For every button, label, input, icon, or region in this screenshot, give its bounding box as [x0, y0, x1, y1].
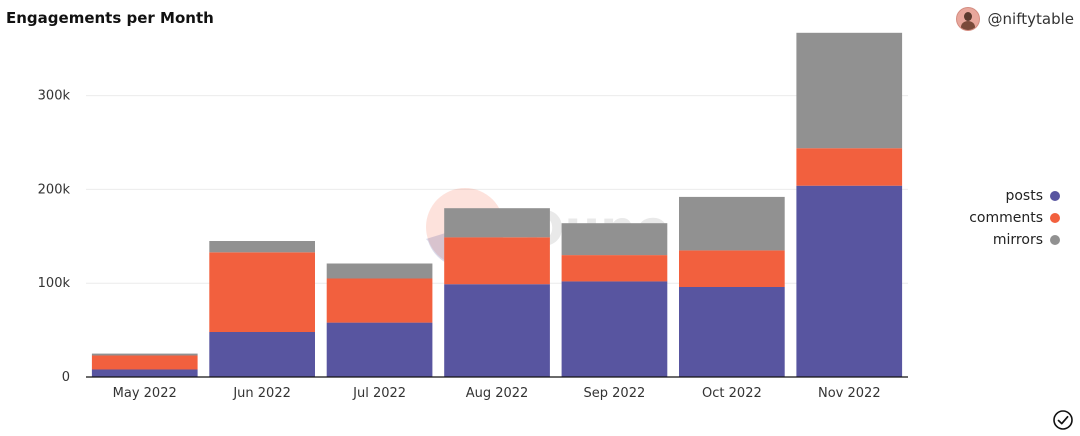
- y-tick-label: 200k: [38, 182, 71, 197]
- bar-mirrors[interactable]: [796, 32, 903, 149]
- check-circle-icon[interactable]: [1052, 409, 1074, 431]
- x-tick-label: Nov 2022: [818, 386, 881, 401]
- bar-posts[interactable]: [91, 369, 198, 378]
- chart-title: Engagements per Month: [6, 9, 214, 27]
- chart-legend: posts comments mirrors: [969, 185, 1060, 251]
- legend-item-mirrors[interactable]: mirrors: [969, 229, 1060, 251]
- bar-posts[interactable]: [796, 185, 903, 377]
- bar-mirrors[interactable]: [561, 223, 668, 256]
- legend-label-mirrors: mirrors: [992, 232, 1043, 248]
- bar-comments[interactable]: [444, 237, 550, 285]
- bar-mirrors[interactable]: [444, 208, 550, 238]
- bar-comments[interactable]: [561, 255, 668, 282]
- x-tick-label: May 2022: [113, 386, 177, 401]
- bar-comments[interactable]: [796, 148, 903, 186]
- bar-posts[interactable]: [326, 322, 433, 377]
- author-badge[interactable]: @niftytable: [955, 7, 1074, 31]
- bar-comments[interactable]: [326, 278, 433, 323]
- bar-posts[interactable]: [209, 332, 315, 377]
- x-tick-label: Jul 2022: [352, 386, 406, 401]
- x-tick-label: Oct 2022: [702, 386, 762, 401]
- x-tick-label: Sep 2022: [584, 386, 646, 401]
- y-tick-label: 0: [62, 370, 70, 385]
- bar-mirrors[interactable]: [326, 263, 433, 279]
- legend-dot-comments: [1050, 213, 1060, 223]
- bar-posts[interactable]: [561, 281, 668, 377]
- legend-item-comments[interactable]: comments: [969, 207, 1060, 229]
- bar-mirrors[interactable]: [679, 196, 785, 251]
- x-tick-label: Aug 2022: [466, 386, 529, 401]
- y-tick-label: 300k: [38, 89, 71, 104]
- x-tick-label: Jun 2022: [232, 386, 291, 401]
- legend-label-comments: comments: [969, 210, 1043, 226]
- legend-dot-mirrors: [1050, 235, 1060, 245]
- y-tick-label: 100k: [38, 276, 71, 291]
- bar-comments[interactable]: [91, 355, 198, 370]
- bar-comments[interactable]: [679, 250, 785, 287]
- bar-posts[interactable]: [679, 287, 785, 377]
- author-name: @niftytable: [987, 10, 1074, 28]
- bar-posts[interactable]: [444, 284, 550, 377]
- bar-comments[interactable]: [209, 252, 315, 332]
- bar-mirrors[interactable]: [209, 241, 315, 253]
- legend-item-posts[interactable]: posts: [969, 185, 1060, 207]
- legend-label-posts: posts: [1005, 188, 1043, 204]
- bar-mirrors[interactable]: [91, 353, 198, 356]
- avatar: [955, 7, 980, 31]
- legend-dot-posts: [1050, 191, 1060, 201]
